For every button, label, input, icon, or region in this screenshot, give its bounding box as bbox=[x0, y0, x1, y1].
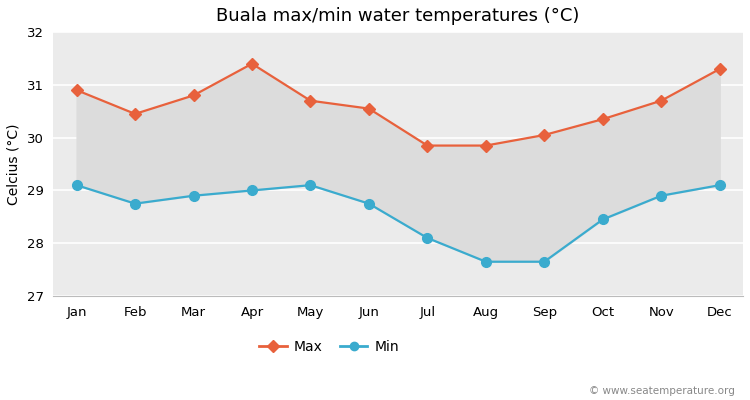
Min bbox=[364, 201, 374, 206]
Max bbox=[72, 88, 81, 92]
Max bbox=[716, 67, 724, 72]
Min bbox=[482, 259, 490, 264]
Text: © www.seatemperature.org: © www.seatemperature.org bbox=[590, 386, 735, 396]
Min bbox=[306, 183, 315, 188]
Min bbox=[72, 183, 81, 188]
Y-axis label: Celcius (°C): Celcius (°C) bbox=[7, 123, 21, 205]
Max bbox=[423, 143, 432, 148]
Min bbox=[657, 193, 666, 198]
Max bbox=[482, 143, 490, 148]
Min bbox=[130, 201, 140, 206]
Line: Min: Min bbox=[72, 180, 724, 266]
Max bbox=[306, 98, 315, 103]
Min bbox=[248, 188, 256, 193]
Min bbox=[189, 193, 198, 198]
Max bbox=[540, 133, 549, 138]
Min bbox=[540, 259, 549, 264]
Max bbox=[248, 61, 256, 66]
Max bbox=[657, 98, 666, 103]
Min bbox=[423, 236, 432, 240]
Title: Buala max/min water temperatures (°C): Buala max/min water temperatures (°C) bbox=[217, 7, 580, 25]
Max bbox=[364, 106, 374, 111]
Line: Max: Max bbox=[73, 60, 724, 150]
Max bbox=[130, 112, 140, 116]
Legend: Max, Min: Max, Min bbox=[254, 335, 404, 360]
Min bbox=[598, 217, 608, 222]
Min bbox=[716, 183, 724, 188]
Max bbox=[598, 117, 608, 122]
Max bbox=[189, 93, 198, 98]
